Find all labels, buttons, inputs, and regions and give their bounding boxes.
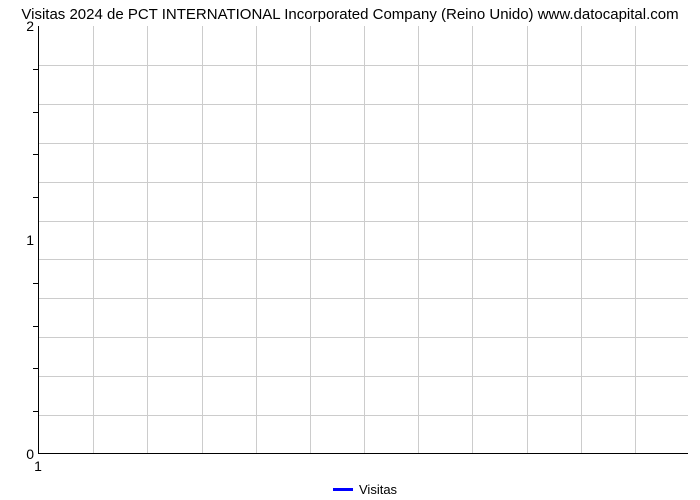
legend-swatch	[333, 488, 353, 491]
gridline-v	[635, 26, 636, 453]
gridline-v	[527, 26, 528, 453]
gridline-h	[39, 182, 688, 183]
y-minor-tick	[33, 112, 38, 113]
gridline-h	[39, 259, 688, 260]
gridline-h	[39, 143, 688, 144]
y-minor-tick	[33, 69, 38, 70]
gridline-v	[472, 26, 473, 453]
y-minor-tick	[33, 411, 38, 412]
y-tick-label: 2	[10, 18, 34, 34]
gridline-h	[39, 376, 688, 377]
gridline-h	[39, 221, 688, 222]
legend: Visitas	[333, 482, 397, 497]
y-minor-tick	[33, 368, 38, 369]
y-tick-label: 1	[10, 232, 34, 248]
y-minor-tick	[33, 197, 38, 198]
gridline-v	[147, 26, 148, 453]
gridline-v	[93, 26, 94, 453]
y-minor-tick	[33, 326, 38, 327]
gridline-v	[202, 26, 203, 453]
y-minor-tick	[33, 154, 38, 155]
x-tick-label: 1	[34, 458, 42, 474]
gridline-h	[39, 415, 688, 416]
gridline-v	[364, 26, 365, 453]
chart-title: Visitas 2024 de PCT INTERNATIONAL Incorp…	[0, 6, 700, 23]
gridline-v	[581, 26, 582, 453]
legend-label: Visitas	[359, 482, 397, 497]
gridline-h	[39, 337, 688, 338]
gridline-h	[39, 298, 688, 299]
plot-area	[38, 26, 688, 454]
gridline-v	[310, 26, 311, 453]
gridline-h	[39, 104, 688, 105]
gridline-v	[418, 26, 419, 453]
gridline-v	[256, 26, 257, 453]
y-tick-label: 0	[10, 446, 34, 462]
y-minor-tick	[33, 283, 38, 284]
gridline-h	[39, 65, 688, 66]
